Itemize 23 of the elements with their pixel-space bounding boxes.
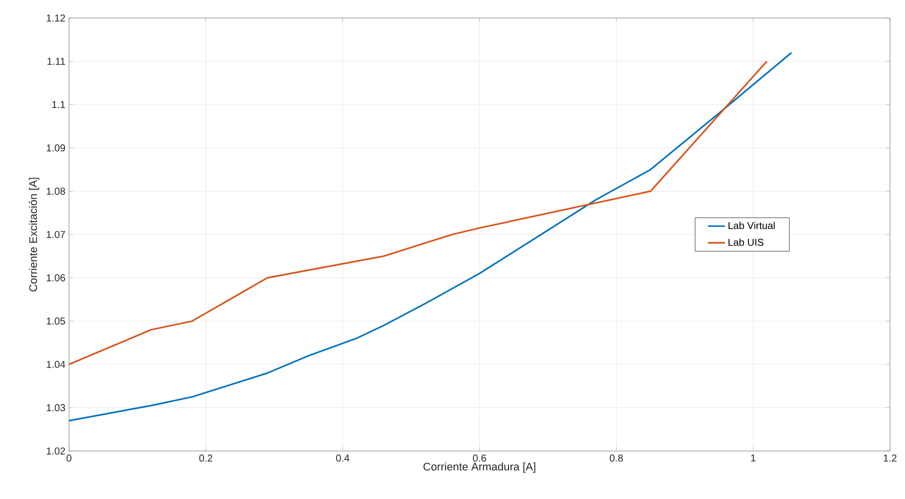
- x-tick-label: 1: [751, 454, 756, 462]
- x-axis-title: Corriente Armadura [A]: [424, 462, 536, 473]
- x-tick-label: 0.6: [472, 454, 486, 462]
- y-tick-label: 1.06: [46, 274, 66, 282]
- x-tick-label: 0: [66, 454, 72, 462]
- y-axis-title: Corriente Excitación [A]: [28, 178, 40, 292]
- y-tick-label: 1.09: [46, 144, 66, 152]
- y-tick-label: 1.04: [46, 360, 66, 368]
- x-tick-label: 1.2: [884, 454, 896, 462]
- y-tick-label: 1.03: [46, 404, 66, 412]
- legend-label: Lab UIS: [728, 238, 764, 246]
- y-tick-label: 1.1: [52, 101, 65, 108]
- y-tick-label: 1.08: [46, 188, 66, 195]
- y-tick-label: 1.12: [46, 14, 65, 22]
- y-tick-label: 1.07: [46, 230, 65, 238]
- x-tick-label: 0.4: [336, 454, 350, 462]
- x-tick-label: 0.2: [199, 454, 212, 462]
- y-tick-label: 1.02: [46, 447, 65, 455]
- legend-label: Lab Virtual: [728, 222, 775, 230]
- y-tick-label: 1.11: [48, 58, 65, 65]
- x-tick-label: 0.8: [610, 454, 623, 462]
- y-tick-label: 1.05: [46, 318, 66, 325]
- line-series: [69, 52, 792, 422]
